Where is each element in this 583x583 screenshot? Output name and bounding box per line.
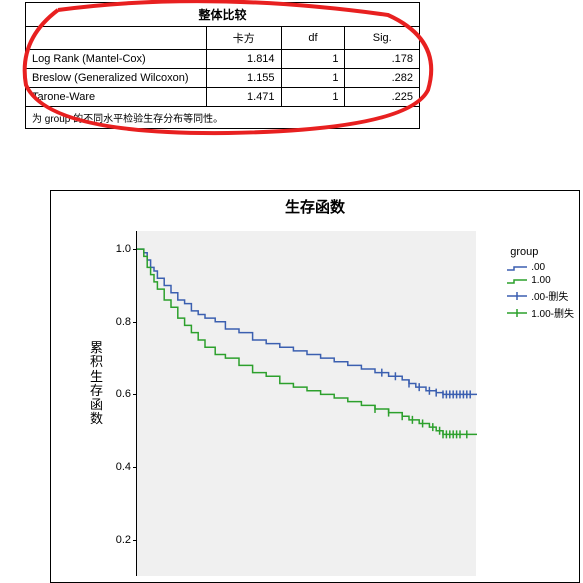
row-df: 1	[281, 88, 345, 107]
legend-item: 1.00-删失	[506, 305, 574, 320]
row-label: Tarone-Ware	[26, 88, 207, 107]
row-sig: .282	[345, 69, 420, 88]
row-df: 1	[281, 50, 345, 69]
y-tick-label: 0.8	[109, 316, 131, 328]
legend-item: .00	[506, 262, 574, 273]
row-chisq: 1.155	[207, 69, 282, 88]
row-sig: .225	[345, 88, 420, 107]
row-chisq: 1.814	[207, 50, 282, 69]
legend-item: .00-删失	[506, 288, 574, 303]
legend-swatch	[506, 308, 528, 318]
table-title: 整体比较	[26, 3, 420, 27]
col-blank	[26, 27, 207, 50]
row-label: Breslow (Generalized Wilcoxon)	[26, 69, 207, 88]
y-tick-label: 1.0	[109, 243, 131, 255]
legend-label: .00	[531, 262, 545, 273]
comparison-table: 整体比较 卡方 df Sig. Log Rank (Mantel-Cox) 1.…	[25, 2, 420, 107]
chart-title: 生存函数	[51, 191, 579, 217]
y-tick-label: 0.6	[109, 388, 131, 400]
legend-swatch	[506, 276, 528, 286]
legend-label: .00-删失	[531, 288, 568, 303]
legend-label: 1.00	[531, 275, 550, 286]
legend-swatch	[506, 291, 528, 301]
y-tick-label: 0.2	[109, 534, 131, 546]
table-row: Tarone-Ware 1.471 1 .225	[26, 88, 420, 107]
survival-chart: 生存函数 累积生存函数 0.2 0.4 0.6 0.8 1.0 group .00 1.0…	[50, 190, 580, 583]
y-axis-label: 累积生存函数	[89, 341, 104, 427]
plot-area	[136, 231, 476, 576]
legend-title: group	[506, 246, 574, 258]
col-sig: Sig.	[345, 27, 420, 50]
row-sig: .178	[345, 50, 420, 69]
row-chisq: 1.471	[207, 88, 282, 107]
col-df: df	[281, 27, 345, 50]
legend-item: 1.00	[506, 275, 574, 286]
km-curve	[137, 249, 477, 394]
row-label: Log Rank (Mantel-Cox)	[26, 50, 207, 69]
legend: group .00 1.00 .00-删失 1.00-删失	[506, 246, 574, 322]
survival-curves	[137, 231, 477, 576]
y-tick-label: 0.4	[109, 461, 131, 473]
row-df: 1	[281, 69, 345, 88]
col-chisq: 卡方	[207, 27, 282, 50]
km-curve	[137, 249, 477, 434]
legend-label: 1.00-删失	[531, 305, 574, 320]
table-row: Log Rank (Mantel-Cox) 1.814 1 .178	[26, 50, 420, 69]
table-footnote: 为 group 的不同水平检验生存分布等同性。	[25, 107, 420, 129]
comparison-table-region: 整体比较 卡方 df Sig. Log Rank (Mantel-Cox) 1.…	[25, 2, 420, 129]
legend-swatch	[506, 263, 528, 273]
table-row: Breslow (Generalized Wilcoxon) 1.155 1 .…	[26, 69, 420, 88]
